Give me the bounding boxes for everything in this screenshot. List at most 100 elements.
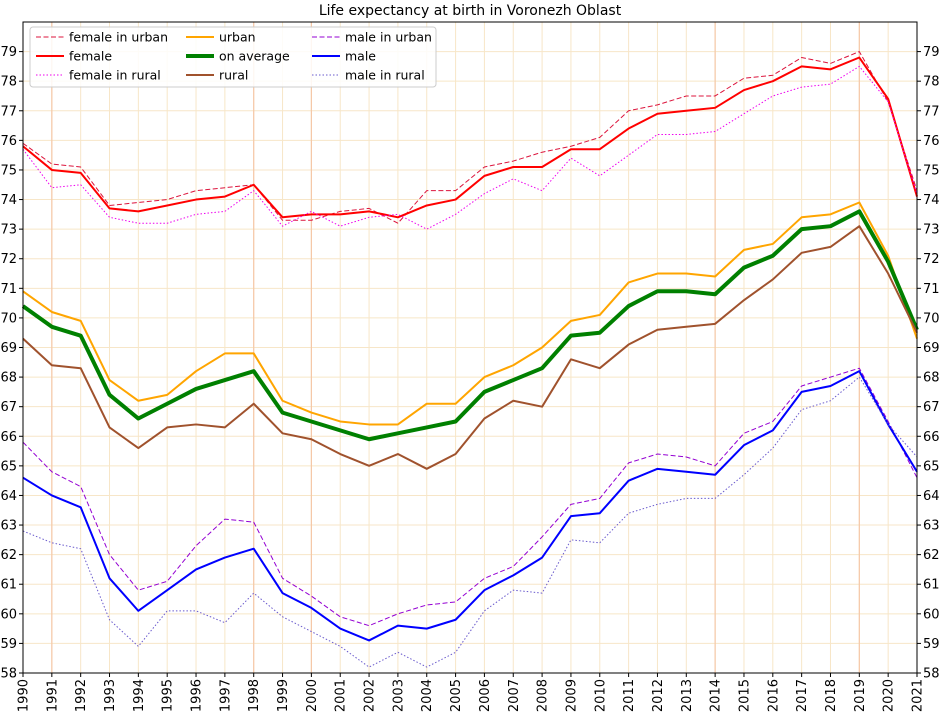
legend-label-male: male (345, 49, 376, 64)
y-tick-label-right: 71 (923, 282, 940, 297)
y-tick-label-right: 79 (923, 45, 940, 60)
y-tick-label-right: 58 (923, 667, 940, 682)
y-tick-label-right: 67 (923, 400, 940, 415)
y-tick-label-left: 76 (0, 134, 17, 149)
y-tick-label-right: 74 (923, 193, 940, 208)
legend-label-female-in-rural: female in rural (69, 68, 161, 83)
y-tick-label-right: 62 (923, 548, 940, 563)
y-tick-label-left: 69 (0, 341, 17, 356)
y-tick-label-left: 71 (0, 282, 17, 297)
x-tick-label: 1992 (74, 679, 89, 712)
y-tick-label-right: 75 (923, 163, 940, 178)
y-tick-label-left: 78 (0, 75, 17, 90)
y-tick-label-left: 61 (0, 578, 17, 593)
y-tick-label-left: 63 (0, 519, 17, 534)
y-tick-label-right: 63 (923, 519, 940, 534)
x-tick-label: 1999 (276, 679, 291, 712)
y-tick-label-left: 59 (0, 637, 17, 652)
series-line-female (22, 56, 918, 219)
y-tick-label-left: 79 (0, 45, 17, 60)
x-tick-label: 2009 (564, 679, 579, 712)
x-tick-label: 2013 (680, 679, 695, 712)
legend-label-female: female (69, 49, 112, 64)
x-tick-label: 2001 (334, 679, 349, 712)
x-tick-label: 2018 (824, 679, 839, 712)
chart-title: Life expectancy at birth in Voronezh Obl… (319, 3, 622, 19)
y-tick-label-left: 65 (0, 459, 17, 474)
y-tick-label-left: 72 (0, 252, 17, 267)
legend-label-urban: urban (219, 30, 256, 45)
tick-labels: 58 58 59 59 60 60 61 61 62 62 63 63 64 64 65 65 66 66 67 67… (0, 45, 939, 712)
x-tick-label: 2006 (478, 679, 493, 712)
x-tick-label: 1994 (132, 679, 147, 712)
y-tick-label-left: 58 (0, 667, 17, 682)
y-tick-label-left: 70 (0, 311, 17, 326)
y-tick-label-left: 64 (0, 489, 17, 504)
y-tick-label-right: 78 (923, 75, 940, 90)
x-tick-label: 2020 (882, 679, 897, 712)
x-tick-label: 2021 (911, 679, 926, 712)
y-tick-label-left: 66 (0, 430, 17, 445)
y-tick-label-right: 69 (923, 341, 940, 356)
x-tick-label: 2017 (795, 679, 810, 712)
x-tick-label: 2019 (853, 679, 868, 712)
x-tick-label: 2010 (593, 679, 608, 712)
series-line-male (22, 370, 918, 642)
series-line-male-in-rural (22, 376, 918, 668)
x-tick-label: 1990 (17, 679, 32, 712)
series-lines (21, 51, 919, 668)
y-tick-label-right: 70 (923, 311, 940, 326)
y-tick-label-left: 60 (0, 607, 17, 622)
y-tick-label-right: 73 (923, 223, 940, 238)
y-tick-label-right: 77 (923, 104, 940, 119)
y-tick-label-right: 76 (923, 134, 940, 149)
series-line-rural (22, 225, 918, 470)
y-tick-label-right: 64 (923, 489, 940, 504)
series-line-male-in-urban (22, 367, 918, 627)
y-tick-label-left: 68 (0, 371, 17, 386)
x-tick-label: 2007 (507, 679, 522, 712)
x-tick-label: 2003 (391, 679, 406, 712)
y-tick-label-right: 61 (923, 578, 940, 593)
x-tick-label: 2011 (622, 679, 637, 712)
x-tick-label: 2016 (766, 679, 781, 712)
legend-label-rural: rural (219, 68, 248, 83)
y-tick-label-left: 73 (0, 223, 17, 238)
axes (19, 21, 921, 677)
x-tick-label: 1996 (190, 679, 205, 712)
series-line-on-average (21, 209, 919, 442)
y-tick-label-right: 65 (923, 459, 940, 474)
y-tick-label-right: 72 (923, 252, 940, 267)
x-tick-label: 2005 (449, 679, 464, 712)
series-line-female-in-rural (22, 65, 918, 230)
x-tick-label: 2012 (651, 679, 666, 712)
x-tick-label: 2015 (737, 679, 752, 712)
y-tick-label-left: 74 (0, 193, 17, 208)
series-line-female-in-urban (22, 51, 918, 224)
x-tick-label: 1997 (218, 679, 233, 712)
series-line-urban (22, 201, 918, 426)
x-tick-label: 1991 (45, 679, 60, 712)
legend: female in urban female female in rural urba… (29, 26, 437, 88)
x-tick-label: 2014 (709, 679, 724, 712)
legend-label-female-in-urban: female in urban (69, 30, 168, 45)
x-tick-label: 2004 (420, 679, 435, 712)
legend-label-on-average: on average (219, 49, 290, 64)
y-tick-label-right: 66 (923, 430, 940, 445)
y-tick-label-left: 77 (0, 104, 17, 119)
x-tick-label: 1993 (103, 679, 118, 712)
y-tick-label-left: 67 (0, 400, 17, 415)
x-tick-label: 2000 (305, 679, 320, 712)
legend-box (29, 26, 437, 88)
x-tick-label: 2002 (363, 679, 378, 712)
y-tick-label-right: 60 (923, 607, 940, 622)
legend-label-male-in-urban: male in urban (345, 30, 432, 45)
x-tick-label: 2008 (536, 679, 551, 712)
y-tick-label-right: 68 (923, 371, 940, 386)
x-tick-label: 1998 (247, 679, 262, 712)
y-tick-label-left: 75 (0, 163, 17, 178)
x-tick-label: 1995 (161, 679, 176, 712)
y-tick-label-right: 59 (923, 637, 940, 652)
legend-label-male-in-rural: male in rural (345, 68, 425, 83)
